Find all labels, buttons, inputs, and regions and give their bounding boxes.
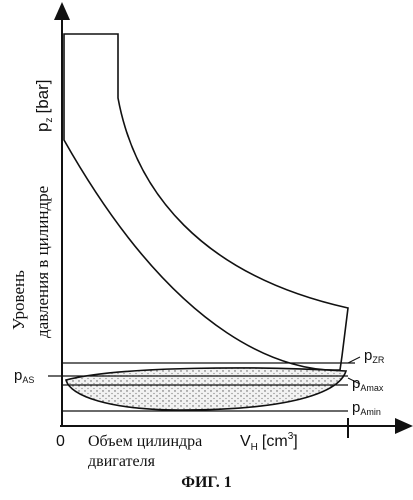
x-axis-symbol: VH[cm3]	[240, 431, 298, 453]
p-zr-leader	[348, 357, 360, 363]
x-axis-origin: 0	[56, 433, 65, 450]
p-zr-label: pZR	[364, 347, 385, 365]
low-pressure-loop	[66, 368, 346, 410]
x-axis-label-line2: двигателя	[88, 453, 156, 470]
p-amax-label: pAmax	[352, 375, 384, 393]
p-amin-label: pAmin	[352, 399, 381, 417]
figure-caption: ФИГ. 1	[0, 474, 413, 492]
y-axis-label-line2: давления в цилиндре	[33, 186, 52, 338]
high-pressure-cycle-curve	[64, 34, 348, 370]
p-as-label: pAS	[14, 367, 34, 385]
x-axis-label-line1: Объем цилиндра	[88, 433, 202, 450]
y-axis-label-line1: Уровень	[9, 270, 28, 330]
y-axis-symbol: pz[bar]	[33, 80, 55, 133]
